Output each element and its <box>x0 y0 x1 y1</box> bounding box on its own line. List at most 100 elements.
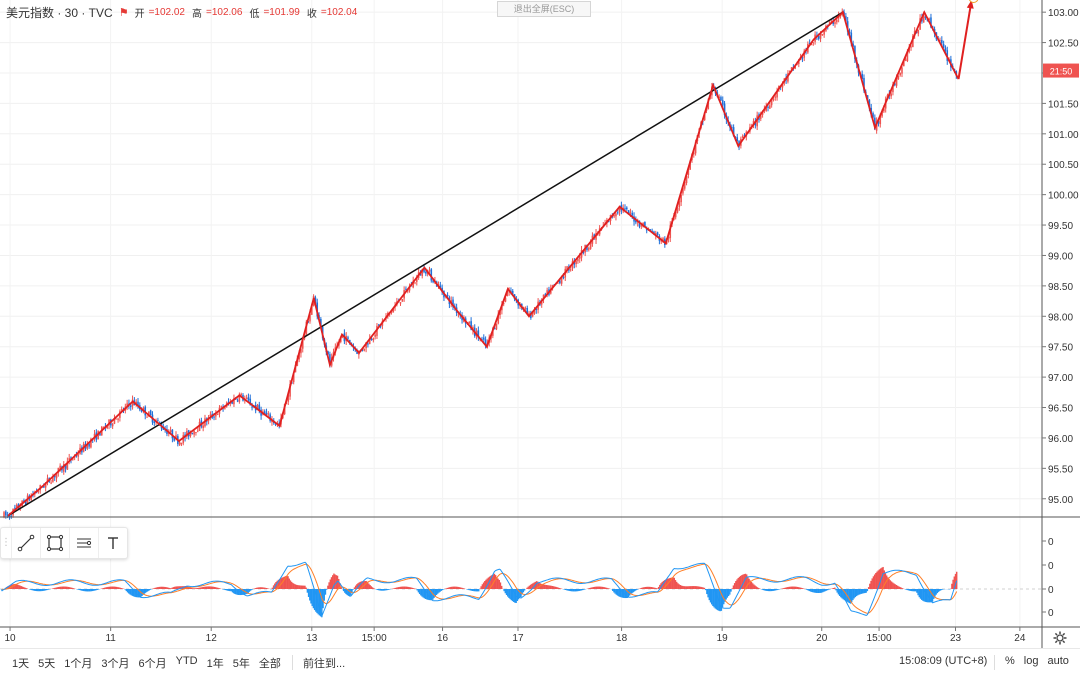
log-scale-toggle[interactable]: log <box>1024 655 1039 667</box>
text-lines-icon[interactable] <box>70 528 99 558</box>
gear-icon[interactable] <box>1051 630 1069 646</box>
macd-histogram-bar <box>852 589 853 600</box>
range-all[interactable]: 全部 <box>259 655 281 671</box>
range-5d[interactable]: 5天 <box>38 655 55 671</box>
macd-histogram-bar <box>60 587 61 589</box>
macd-histogram-bar <box>907 589 908 590</box>
macd-histogram-bar <box>581 589 582 590</box>
macd-histogram-bar <box>406 587 407 589</box>
range-6m[interactable]: 6个月 <box>139 655 167 671</box>
macd-histogram-bar <box>594 587 595 589</box>
symbol-title[interactable]: 美元指数 · 30 · TVC <box>6 4 113 21</box>
macd-histogram-bar <box>249 589 250 592</box>
macd-histogram-bar <box>373 588 374 589</box>
candle-body <box>248 397 250 400</box>
goto-date-button[interactable]: 前往到... <box>303 655 345 671</box>
range-3m[interactable]: 3个月 <box>101 655 129 671</box>
macd-histogram-bar <box>353 589 354 590</box>
macd-histogram-bar <box>162 587 163 589</box>
macd-histogram-bar <box>477 589 478 591</box>
macd-histogram-bar <box>453 587 454 589</box>
macd-histogram-bar <box>757 587 758 589</box>
candle-body <box>363 349 365 351</box>
text-tool-icon[interactable] <box>99 528 127 558</box>
macd-histogram-bar <box>324 589 325 601</box>
macd-histogram-bar <box>287 576 288 589</box>
macd-histogram-bar <box>438 589 439 593</box>
macd-histogram-bar <box>861 589 862 594</box>
macd-histogram-bar <box>633 589 634 592</box>
macd-histogram-bar <box>937 589 938 593</box>
macd-histogram-bar <box>792 587 793 589</box>
macd-histogram-bar <box>550 586 551 589</box>
macd-histogram-bar <box>418 589 419 592</box>
candle-body <box>153 422 155 423</box>
percent-scale-toggle[interactable]: % <box>1005 655 1015 667</box>
y-tick-label: 97.50 <box>1048 343 1073 354</box>
macd-histogram-bar <box>471 589 472 591</box>
flag-icon[interactable]: ⚑ <box>119 6 129 19</box>
macd-histogram-bar <box>112 587 113 589</box>
macd-histogram-bar <box>875 573 876 589</box>
range-1y[interactable]: 1年 <box>207 655 224 671</box>
price-axis[interactable]: 95.0095.5096.0096.5097.0097.5098.0098.50… <box>0 0 1080 648</box>
macd-histogram-bar <box>788 587 789 589</box>
macd-histogram-bar <box>310 589 311 604</box>
range-5y[interactable]: 5年 <box>233 655 250 671</box>
macd-histogram-bar <box>106 587 107 589</box>
macd-histogram-bar <box>649 587 650 589</box>
trend-line-icon[interactable] <box>12 528 41 558</box>
macd-histogram-bar <box>24 588 25 589</box>
macd-histogram-bar <box>739 577 740 589</box>
macd-histogram-bar <box>219 588 220 589</box>
macd-histogram-bar <box>709 589 710 600</box>
macd-histogram-bar <box>88 589 89 591</box>
macd-histogram-bar <box>822 589 823 592</box>
macd-histogram-bar <box>775 589 776 590</box>
range-1d[interactable]: 1天 <box>12 655 29 671</box>
macd-histogram-bar <box>579 589 580 591</box>
range-ytd[interactable]: YTD <box>176 655 198 671</box>
macd-histogram-bar <box>770 589 771 591</box>
macd-histogram-bar <box>618 589 619 596</box>
macd-histogram-bar <box>643 587 644 589</box>
clock-timezone[interactable]: 15:08:09 (UTC+8) <box>899 655 987 667</box>
macd-histogram-bar <box>144 589 145 594</box>
macd-histogram-bar <box>646 587 647 589</box>
macd-histogram-bar <box>564 589 565 590</box>
macd-histogram-bar <box>774 589 775 591</box>
range-1m[interactable]: 1个月 <box>64 655 92 671</box>
macd-histogram-bar <box>547 585 548 589</box>
exit-fullscreen-button[interactable]: 退出全屏(ESC) <box>497 1 591 17</box>
macd-histogram-bar <box>295 584 296 589</box>
macd-histogram-bar <box>38 589 39 591</box>
macd-histogram-bar <box>859 589 860 594</box>
macd-histogram-bar <box>464 588 465 589</box>
macd-histogram-bar <box>215 587 216 589</box>
macd-histogram-bar <box>398 587 399 589</box>
macd-histogram-bar <box>52 588 53 589</box>
open-value: =102.02 <box>149 7 185 18</box>
macd-histogram-bar <box>752 583 753 589</box>
macd-histogram-bar <box>203 587 204 589</box>
macd-histogram-bar <box>293 584 294 589</box>
macd-histogram-bar <box>753 584 754 589</box>
macd-histogram-bar <box>798 587 799 589</box>
macd-histogram-bar <box>77 589 78 590</box>
macd-histogram-bar <box>786 587 787 589</box>
candle-body <box>425 272 427 274</box>
macd-histogram-bar <box>384 589 385 591</box>
drag-handle-icon[interactable]: ⋮ <box>1 528 12 558</box>
macd-histogram-bar <box>817 589 818 593</box>
divider <box>994 655 995 670</box>
auto-scale-toggle[interactable]: auto <box>1047 655 1068 667</box>
macd-histogram-bar <box>482 584 483 589</box>
macd-histogram-bar <box>680 585 681 589</box>
macd-histogram-bar <box>210 586 211 589</box>
macd-histogram-bar <box>128 589 129 593</box>
rectangle-icon[interactable] <box>41 528 70 558</box>
candle-body <box>414 282 416 283</box>
macd-histogram-bar <box>101 588 102 589</box>
